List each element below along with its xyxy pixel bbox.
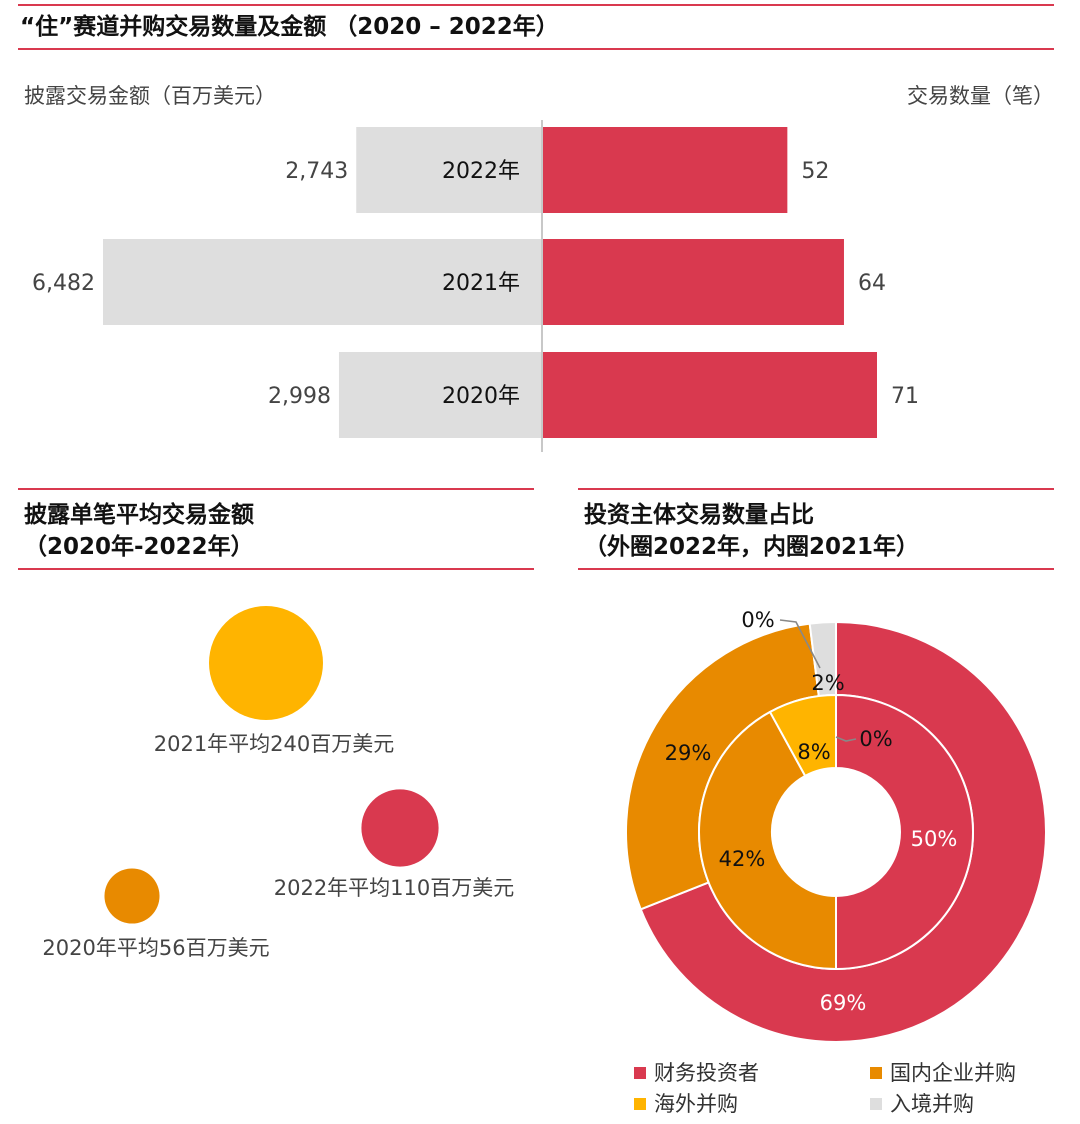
- amount-value-label: 2,998: [268, 384, 331, 409]
- legend-swatch: [634, 1067, 646, 1079]
- year-label: 2020年: [442, 384, 520, 409]
- count-value-label: 64: [858, 271, 886, 296]
- count-bar: [542, 239, 844, 325]
- count-value-label: 71: [891, 384, 919, 409]
- amount-value-label: 2,743: [285, 159, 348, 184]
- donut-label: 29%: [665, 741, 712, 765]
- top-chart-title: “住”赛道并购交易数量及金额 （2020 – 2022年）: [20, 14, 559, 40]
- bubble-title-line1: 披露单笔平均交易金额: [24, 502, 254, 528]
- top-rule-lower: [18, 48, 1054, 50]
- donut-title-line2: （外圈2022年，内圈2021年）: [584, 534, 920, 560]
- bubble-label-2020: 2020年平均56百万美元: [42, 936, 269, 960]
- bubble-rule-lower: [18, 568, 534, 570]
- bubble-label-2021: 2021年平均240百万美元: [154, 732, 395, 756]
- count-value-label: 52: [801, 159, 829, 184]
- left-axis-label: 披露交易金额（百万美元）: [24, 84, 276, 108]
- top-rule-upper: [18, 4, 1054, 6]
- legend-label: 海外并购: [654, 1092, 738, 1116]
- legend-swatch: [634, 1098, 646, 1110]
- legend-swatch: [870, 1098, 882, 1110]
- inner-slice: [698, 710, 837, 971]
- donut-label: 2%: [811, 671, 844, 695]
- inner-slice: [835, 693, 974, 971]
- leader-line-outer-zero: [779, 619, 821, 669]
- amount-bar: [356, 127, 542, 213]
- amount-value-label: 6,482: [32, 271, 95, 296]
- bubble-label-2022: 2022年平均110百万美元: [274, 876, 515, 900]
- legend-label: 财务投资者: [654, 1061, 759, 1085]
- donut-label: 42%: [719, 847, 766, 871]
- amount-bar: [103, 239, 542, 325]
- bubble-2021: [209, 606, 323, 720]
- bubble-2022: [361, 789, 439, 867]
- legend-swatch: [870, 1067, 882, 1079]
- bubble-title-line2: （2020年-2022年）: [24, 534, 254, 560]
- leader-line-inner-zero: [835, 736, 857, 742]
- donut-rule-upper: [578, 488, 1054, 490]
- diverging-bar-chart: 2022年 2,743 52 2021年 6,482 64 2020年 2,998 71: [32, 120, 919, 452]
- count-bar: [542, 127, 788, 213]
- inner-slice: [768, 693, 837, 778]
- year-label: 2022年: [442, 159, 520, 184]
- donut-label: 0%: [741, 608, 774, 632]
- legend-label: 入境并购: [890, 1092, 974, 1116]
- bubble-rule-upper: [18, 488, 534, 490]
- legend-label: 国内企业并购: [890, 1061, 1016, 1085]
- donut-label: 0%: [859, 727, 892, 751]
- bubble-2020: [104, 868, 160, 924]
- donut-label: 69%: [820, 991, 867, 1015]
- donut-rule-lower: [578, 568, 1054, 570]
- right-axis-label: 交易数量（笔）: [907, 84, 1054, 108]
- donut-label: 8%: [797, 740, 830, 764]
- donut-label: 50%: [911, 827, 958, 851]
- amount-bar: [338, 352, 542, 438]
- year-label: 2021年: [442, 271, 520, 296]
- count-bar: [542, 352, 877, 438]
- donut-title-line1: 投资主体交易数量占比: [584, 502, 814, 528]
